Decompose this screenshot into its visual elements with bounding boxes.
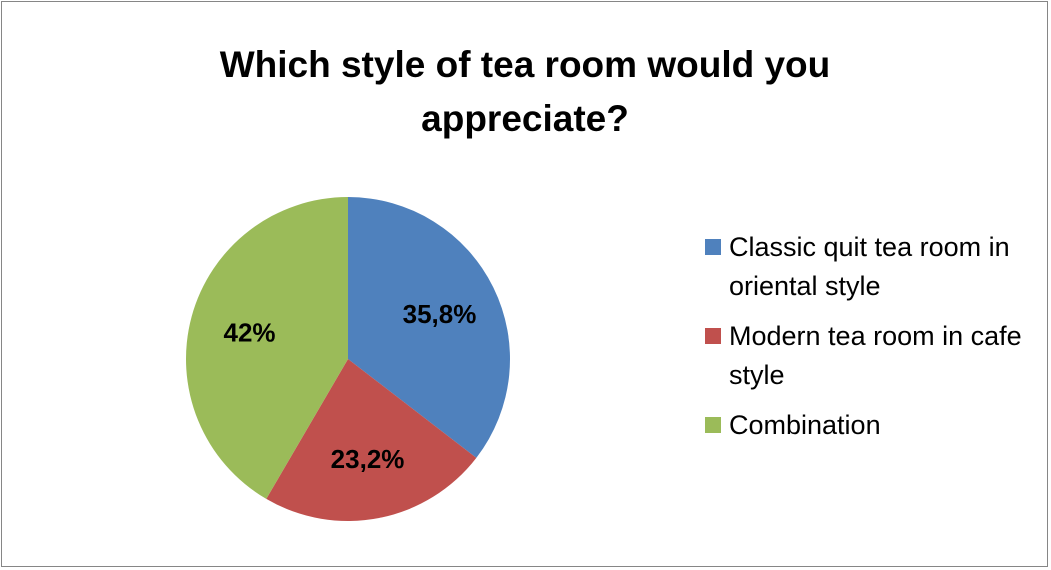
- legend-item-modern: Modern tea room in cafe style: [705, 317, 1035, 395]
- legend-item-classic: Classic quit tea room in oriental style: [705, 228, 1035, 306]
- data-label-modern: 23,2%: [331, 444, 405, 474]
- chart-title: Which style of tea room would you apprec…: [219, 44, 831, 139]
- legend-label-classic: Classic quit tea room in oriental style: [729, 232, 1010, 301]
- legend-label-modern: Modern tea room in cafe style: [729, 321, 1022, 390]
- legend-label-combination: Combination: [729, 410, 881, 440]
- legend-swatch-classic: [705, 239, 721, 255]
- legend-item-combination: Combination: [705, 406, 1035, 445]
- pie-slice-classic: [348, 197, 510, 458]
- data-label-combination: 42%: [224, 317, 276, 347]
- legend-swatch-modern: [705, 328, 721, 344]
- data-label-classic: 35,8%: [403, 299, 477, 329]
- pie-slice-combination: [186, 197, 348, 499]
- legend: Classic quit tea room in oriental style …: [705, 228, 1035, 456]
- pie-slice-modern: [266, 359, 477, 521]
- legend-swatch-combination: [705, 417, 721, 433]
